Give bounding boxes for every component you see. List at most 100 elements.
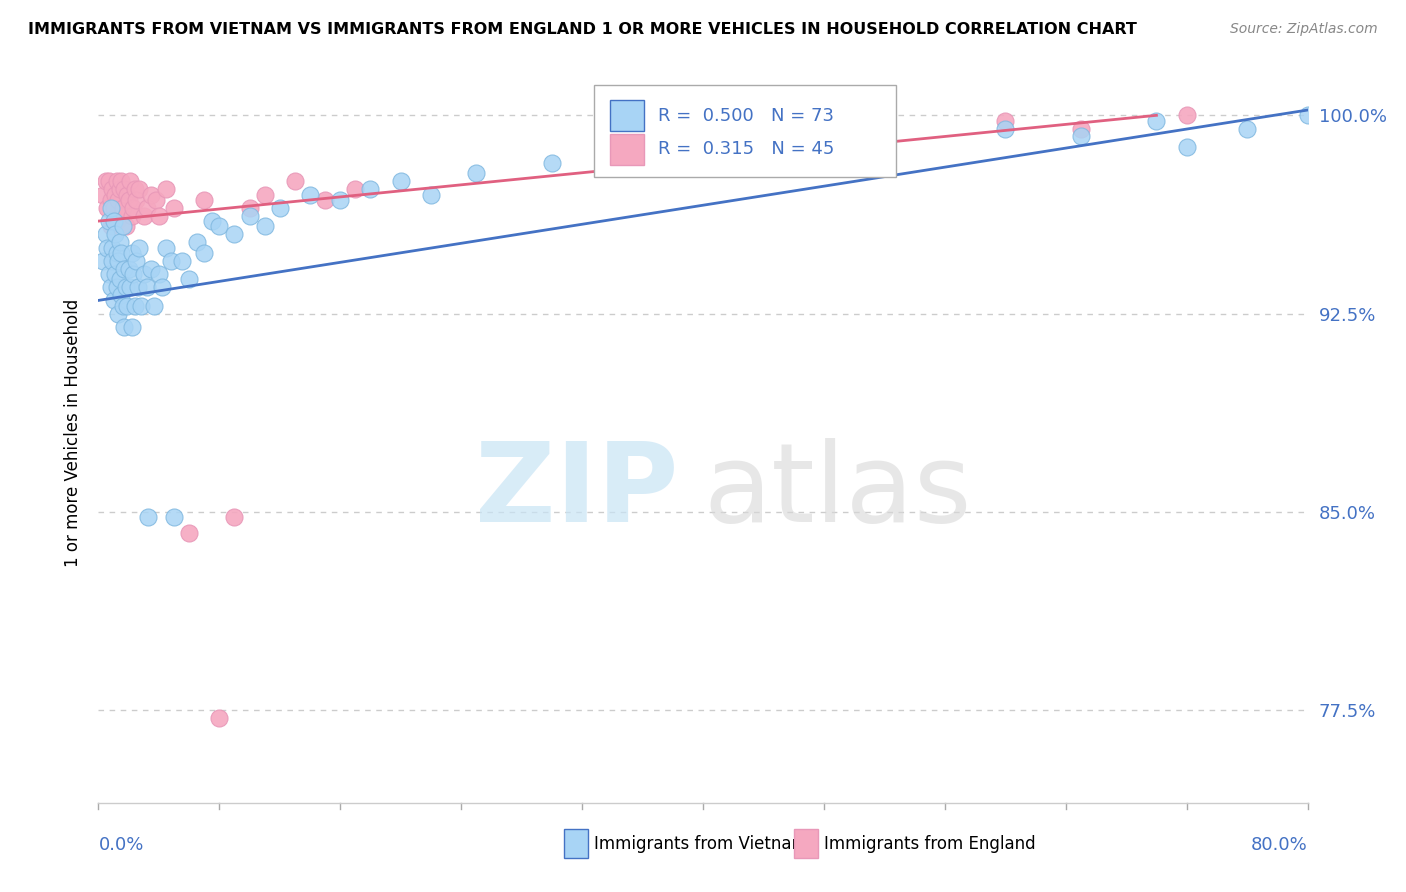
Point xyxy=(104,227,127,242)
Point xyxy=(201,214,224,228)
Point xyxy=(111,299,134,313)
Point xyxy=(110,209,132,223)
FancyBboxPatch shape xyxy=(595,85,897,178)
Point xyxy=(114,280,136,294)
Point xyxy=(104,187,127,202)
Point xyxy=(105,280,128,294)
Point xyxy=(193,193,215,207)
Point xyxy=(1144,113,1167,128)
Text: R =  0.500   N = 73: R = 0.500 N = 73 xyxy=(658,107,834,125)
Point xyxy=(170,253,193,268)
Point xyxy=(269,201,291,215)
Point xyxy=(103,214,125,228)
Point xyxy=(994,113,1017,128)
Point xyxy=(96,201,118,215)
Point xyxy=(121,209,143,223)
Point xyxy=(111,219,134,234)
Point xyxy=(98,267,121,281)
Point xyxy=(94,174,117,188)
Point xyxy=(108,182,131,196)
Point xyxy=(135,201,157,215)
Point xyxy=(616,148,638,162)
Point xyxy=(104,267,127,281)
Point xyxy=(94,227,117,242)
Point xyxy=(239,201,262,215)
Point xyxy=(120,174,142,188)
Point xyxy=(314,193,336,207)
Point xyxy=(148,267,170,281)
Point xyxy=(120,280,142,294)
Point xyxy=(193,245,215,260)
Point xyxy=(186,235,208,250)
Point xyxy=(105,174,128,188)
Point xyxy=(389,174,412,188)
Point xyxy=(100,219,122,234)
Point xyxy=(105,214,128,228)
Point xyxy=(122,267,145,281)
Text: R =  0.315   N = 45: R = 0.315 N = 45 xyxy=(658,140,835,158)
Point xyxy=(98,214,121,228)
Point xyxy=(141,261,163,276)
Point xyxy=(540,156,562,170)
Point xyxy=(110,245,132,260)
Point xyxy=(208,711,231,725)
Point xyxy=(155,182,177,196)
Point xyxy=(143,299,166,313)
Point xyxy=(103,201,125,215)
Point xyxy=(114,219,136,234)
Point xyxy=(132,209,155,223)
Point xyxy=(91,253,114,268)
Point xyxy=(108,235,131,250)
Point xyxy=(132,267,155,281)
Point xyxy=(91,187,114,202)
Point xyxy=(100,201,122,215)
Point xyxy=(107,253,129,268)
Text: atlas: atlas xyxy=(703,438,972,545)
Point xyxy=(110,174,132,188)
Point xyxy=(124,182,146,196)
Text: IMMIGRANTS FROM VIETNAM VS IMMIGRANTS FROM ENGLAND 1 OR MORE VEHICLES IN HOUSEHO: IMMIGRANTS FROM VIETNAM VS IMMIGRANTS FR… xyxy=(28,22,1137,37)
Text: Immigrants from Vietnam: Immigrants from Vietnam xyxy=(595,835,808,853)
Point xyxy=(128,182,150,196)
Point xyxy=(118,193,141,207)
Point xyxy=(100,193,122,207)
Point xyxy=(122,201,145,215)
Point xyxy=(844,135,866,149)
Point xyxy=(465,167,488,181)
Point xyxy=(101,253,124,268)
Text: Source: ZipAtlas.com: Source: ZipAtlas.com xyxy=(1230,22,1378,37)
Point xyxy=(150,280,173,294)
Point xyxy=(224,227,246,242)
Point xyxy=(128,241,150,255)
Point xyxy=(160,253,183,268)
Point xyxy=(112,261,135,276)
Text: Immigrants from England: Immigrants from England xyxy=(824,835,1036,853)
Point xyxy=(112,182,135,196)
Text: ZIP: ZIP xyxy=(475,438,679,545)
Point xyxy=(1070,129,1092,144)
Point xyxy=(329,193,352,207)
Point xyxy=(110,288,132,302)
Point xyxy=(121,245,143,260)
Point xyxy=(253,219,276,234)
Bar xyxy=(610,100,644,131)
Point xyxy=(136,510,159,524)
Point xyxy=(129,299,152,313)
Point xyxy=(148,209,170,223)
Point xyxy=(1070,121,1092,136)
Point xyxy=(100,280,122,294)
Point xyxy=(127,280,149,294)
Point xyxy=(360,182,382,196)
Point xyxy=(1296,108,1319,122)
Point xyxy=(1236,121,1258,136)
Bar xyxy=(793,829,818,858)
Point xyxy=(253,187,276,202)
Point xyxy=(299,187,322,202)
Point xyxy=(105,245,128,260)
Point xyxy=(108,272,131,286)
Point xyxy=(239,209,262,223)
Point xyxy=(1175,140,1198,154)
Point xyxy=(107,193,129,207)
Point xyxy=(692,140,714,154)
Point xyxy=(121,319,143,334)
